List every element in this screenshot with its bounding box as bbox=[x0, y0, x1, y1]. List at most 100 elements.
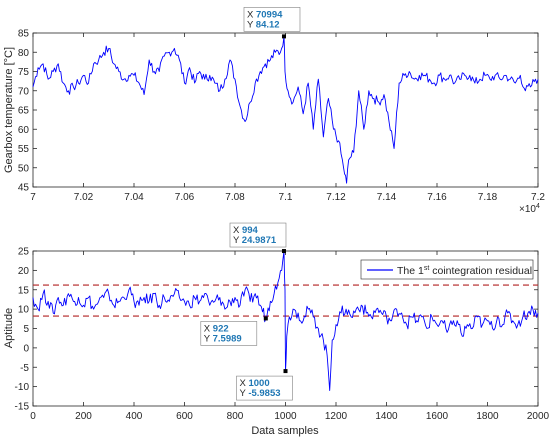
y-tick-label: 80 bbox=[18, 48, 30, 59]
datatip-y-label: Y bbox=[204, 333, 213, 344]
y-tick-label: 75 bbox=[18, 67, 30, 78]
bottom-x-ticks: 0 200 400 600 800 1000 1200 1400 1600 1800 2000 bbox=[30, 251, 550, 422]
x-tick-label: 7.14 bbox=[377, 192, 397, 203]
y-tick-label: -10 bbox=[15, 382, 30, 393]
datatip-x-value: 1000 bbox=[248, 378, 269, 389]
datatip-marker[interactable] bbox=[283, 369, 288, 374]
datatip-x-row: X 1000 bbox=[240, 378, 270, 389]
datatip-box bbox=[229, 222, 287, 248]
datatip-y-value: -5.9853 bbox=[248, 388, 280, 399]
datatip-x-label: X bbox=[247, 9, 256, 20]
x-tick-label: 7.18 bbox=[478, 192, 498, 203]
series-line bbox=[32, 35, 539, 184]
datatip-x-value: 994 bbox=[242, 225, 259, 236]
top-plot-area bbox=[32, 32, 539, 188]
datatip-y-label: Y bbox=[233, 235, 242, 246]
top-y-ticks: 45 50 55 60 65 70 75 80 85 bbox=[18, 29, 538, 194]
x-tick-label: 7.1 bbox=[279, 192, 293, 203]
y-tick-label: 70 bbox=[18, 86, 30, 97]
x-tick-label: 200 bbox=[75, 411, 92, 422]
top-y-axis-label: Gearbox temperature [°C] bbox=[3, 47, 15, 173]
x-tick-label: 7.06 bbox=[175, 192, 195, 203]
datatip-y-label: Y bbox=[240, 388, 249, 399]
datatip-y-value: 84.12 bbox=[256, 19, 280, 30]
datatip-y-row: Y -5.9853 bbox=[240, 388, 281, 399]
datatip-box bbox=[243, 7, 301, 32]
bottom-legend: The 1st cointegration residual bbox=[360, 259, 534, 280]
x-tick-label: 1400 bbox=[375, 411, 398, 422]
datatip-x-label: X bbox=[233, 225, 242, 236]
y-tick-label: 20 bbox=[18, 266, 30, 277]
bottom-x-axis-label: Data samples bbox=[251, 425, 319, 437]
x-tick-label: 2000 bbox=[527, 411, 550, 422]
top-x-exponent-label: ×104 bbox=[519, 203, 540, 215]
top-x-ticks: 7 7.02 7.04 7.06 7.08 7.1 7.12 7.14 7.16 7.18 7.2 bbox=[30, 33, 545, 203]
datatip-box bbox=[200, 321, 258, 346]
datatip-y-label: Y bbox=[247, 19, 256, 30]
y-tick-label: 50 bbox=[18, 163, 30, 174]
legend-suffix: cointegration residual bbox=[429, 265, 532, 277]
x-tick-label: 1200 bbox=[325, 411, 348, 422]
datatip-x-row: X 922 bbox=[204, 323, 229, 334]
x-tick-label: 7.2 bbox=[531, 192, 545, 203]
datatip-marker[interactable] bbox=[281, 34, 286, 39]
y-tick-label: 45 bbox=[18, 183, 30, 194]
y-tick-label: 5 bbox=[23, 324, 29, 335]
datatip-x-row: X 994 bbox=[233, 225, 259, 236]
datatip-x-label: X bbox=[204, 323, 213, 334]
x-tick-label: 7.04 bbox=[124, 192, 144, 203]
x-tick-label: 1000 bbox=[274, 411, 297, 422]
x-tick-label: 600 bbox=[176, 411, 193, 422]
x-tick-label: 0 bbox=[30, 411, 36, 422]
datatip-y-row: Y 7.5989 bbox=[204, 333, 242, 344]
top-series-group bbox=[32, 35, 539, 184]
legend-box bbox=[360, 259, 534, 280]
x-tick-label: 7 bbox=[30, 192, 36, 203]
y-tick-label: 25 bbox=[18, 247, 30, 258]
top-x-exponent-power: 4 bbox=[536, 203, 540, 210]
y-tick-label: 0 bbox=[23, 343, 29, 354]
datatip-x-value: 922 bbox=[213, 323, 229, 334]
datatip-marker[interactable] bbox=[263, 316, 268, 321]
datatip-y-row: Y 84.12 bbox=[247, 19, 280, 30]
datatip-y-value: 24.9871 bbox=[242, 235, 277, 246]
x-tick-label: 7.16 bbox=[427, 192, 447, 203]
y-tick-label: 10 bbox=[18, 305, 30, 316]
y-tick-label: 60 bbox=[18, 125, 30, 136]
bottom-chart: 0 200 400 600 800 1000 1200 1400 1600 1800 2000 -1… bbox=[3, 222, 550, 437]
datatip-x-value: 70994 bbox=[256, 9, 283, 20]
top-chart: 7 7.02 7.04 7.06 7.08 7.1 7.12 7.14 7.16 7.18 7.2 … bbox=[3, 7, 545, 215]
datatip-x-label: X bbox=[240, 378, 249, 389]
datatip-x-row: X 70994 bbox=[247, 9, 283, 20]
y-tick-label: 15 bbox=[18, 285, 30, 296]
y-tick-label: 85 bbox=[18, 29, 30, 40]
bottom-y-ticks: -15 -10 -5 0 5 10 15 20 25 bbox=[15, 247, 538, 413]
datatip-y-value: 7.5989 bbox=[213, 333, 242, 344]
bottom-y-axis-label: Aptitude bbox=[3, 308, 15, 348]
legend-label: The 1st cointegration residual bbox=[397, 265, 532, 277]
x-tick-label: 7.02 bbox=[74, 192, 94, 203]
x-tick-label: 7.08 bbox=[225, 192, 245, 203]
x-tick-label: 400 bbox=[126, 411, 143, 422]
y-tick-label: -15 bbox=[15, 402, 30, 413]
series-line bbox=[32, 250, 539, 391]
legend-prefix: The 1 bbox=[397, 265, 424, 277]
datatip-marker[interactable] bbox=[281, 249, 286, 254]
x-tick-label: 1800 bbox=[476, 411, 499, 422]
x-tick-label: 7.12 bbox=[326, 192, 346, 203]
x-tick-label: 800 bbox=[227, 411, 244, 422]
datatip-box bbox=[236, 375, 293, 401]
y-tick-label: -5 bbox=[20, 363, 29, 374]
y-tick-label: 55 bbox=[18, 144, 30, 155]
legend-superscript: st bbox=[424, 265, 430, 272]
datatip-y-row: Y 24.9871 bbox=[233, 235, 277, 246]
bottom-series-group bbox=[32, 250, 539, 391]
x-tick-label: 1600 bbox=[426, 411, 449, 422]
y-tick-label: 65 bbox=[18, 106, 30, 117]
